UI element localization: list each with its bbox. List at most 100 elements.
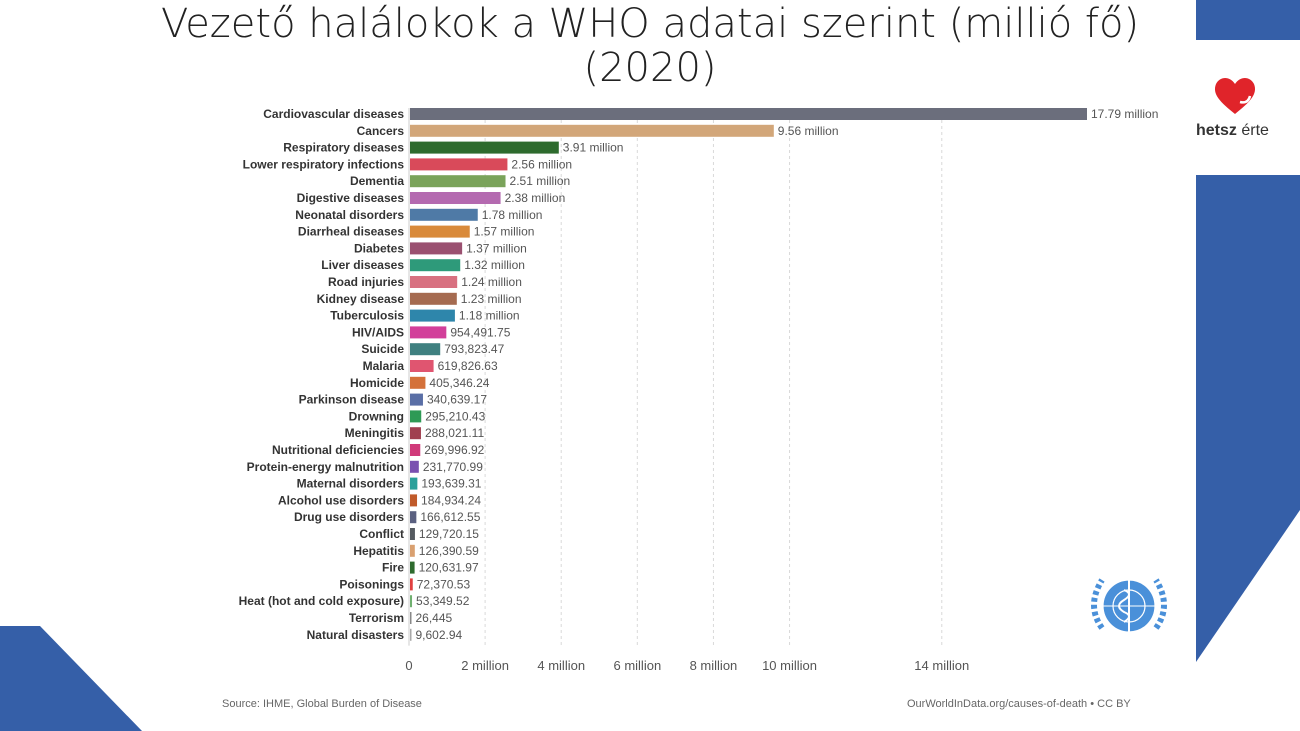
category-label: Neonatal disorders [295, 208, 404, 222]
x-tick-label: 14 million [914, 658, 969, 673]
chart-grid [408, 108, 943, 646]
x-tick-label: 2 million [461, 658, 509, 673]
bar [410, 528, 415, 540]
bar [410, 376, 426, 389]
bar [410, 343, 441, 356]
bar [410, 393, 423, 406]
bar [410, 612, 412, 624]
value-label: 126,390.59 [419, 544, 479, 558]
value-label: 405,346.24 [429, 376, 489, 390]
category-label: Digestive diseases [297, 191, 405, 205]
x-tick-label: 6 million [613, 658, 661, 673]
x-tick-label: 4 million [537, 658, 585, 673]
value-label: 72,370.53 [417, 577, 471, 591]
value-label: 2.56 million [511, 157, 572, 171]
bar [410, 326, 447, 339]
bar [410, 578, 413, 591]
category-label: Cancers [357, 124, 405, 138]
category-label: Terrorism [349, 611, 404, 625]
category-label: Fire [382, 561, 404, 575]
value-label: 193,639.31 [421, 477, 481, 491]
category-label: Suicide [361, 342, 404, 356]
category-label: Maternal disorders [297, 477, 405, 491]
bar [410, 242, 463, 255]
value-label: 9.56 million [778, 124, 839, 138]
category-label: Dementia [350, 174, 404, 188]
value-label: 17.79 million [1091, 107, 1158, 121]
bar [410, 276, 458, 288]
bar [410, 108, 1087, 120]
category-label: Conflict [359, 527, 404, 541]
bar [410, 628, 412, 641]
source-left: Source: IHME, Global Burden of Disease [222, 698, 422, 710]
value-label: 1.18 million [459, 309, 520, 323]
bar [410, 444, 421, 456]
bar [410, 225, 470, 238]
bar [410, 494, 418, 507]
category-label: Drowning [349, 409, 404, 423]
value-label: 9,602.94 [416, 628, 463, 642]
who-emblem-icon [1091, 578, 1167, 633]
value-label: 1.24 million [461, 275, 522, 289]
bar [410, 460, 419, 473]
value-label: 53,349.52 [416, 594, 470, 608]
category-label: Diarrheal diseases [298, 225, 404, 239]
value-label: 231,770.99 [423, 460, 483, 474]
value-label: 954,491.75 [450, 325, 510, 339]
category-label: Diabetes [354, 241, 404, 255]
value-label: 129,720.15 [419, 527, 479, 541]
category-label: Road injuries [328, 275, 404, 289]
category-label: Lower respiratory infections [243, 157, 405, 171]
bar [410, 595, 413, 608]
value-label: 2.51 million [510, 174, 571, 188]
value-label: 1.37 million [466, 241, 527, 255]
title-line-2: (2020) [583, 45, 717, 91]
title-line-1: Vezető halálokok a WHO adatai szerint (m… [160, 1, 1140, 47]
category-label: Respiratory diseases [283, 141, 404, 155]
value-label: 120,631.97 [419, 561, 479, 575]
value-label: 3.91 million [563, 141, 624, 155]
bottom-left-accent [0, 626, 142, 731]
category-label: Poisonings [339, 577, 404, 591]
value-label: 619,826.63 [438, 359, 498, 373]
category-label: Hepatitis [353, 544, 404, 558]
slide-title: Vezető halálokok a WHO adatai szerint (m… [60, 2, 1240, 90]
x-tick-label: 10 million [762, 658, 817, 673]
bar [410, 124, 774, 137]
value-label: 1.57 million [474, 225, 535, 239]
value-label: 1.32 million [464, 258, 525, 272]
bar [410, 141, 559, 154]
category-label: Meningitis [345, 426, 405, 440]
category-label: Malaria [363, 359, 405, 373]
category-label: Heat (hot and cold exposure) [239, 594, 404, 608]
category-label: Liver diseases [321, 258, 404, 272]
heart-logo-icon [1214, 78, 1256, 114]
value-label: 295,210.43 [425, 409, 485, 423]
category-label: Tuberculosis [330, 309, 404, 323]
bar [410, 427, 421, 440]
value-label: 26,445 [416, 611, 453, 625]
value-label: 166,612.55 [420, 510, 480, 524]
x-tick-label: 8 million [690, 658, 738, 673]
value-label: 340,639.17 [427, 393, 487, 407]
category-label: Protein-energy malnutrition [247, 460, 404, 474]
category-label: Alcohol use disorders [278, 493, 404, 507]
right-accent-shape [1196, 175, 1300, 662]
bar [410, 477, 418, 490]
value-label: 184,934.24 [421, 493, 481, 507]
bar [410, 544, 415, 557]
top-right-accent [1196, 0, 1300, 40]
x-tick-label: 0 [405, 658, 412, 673]
bar [410, 208, 478, 221]
bar [410, 192, 501, 204]
category-label: Drug use disorders [294, 510, 404, 524]
value-label: 2.38 million [505, 191, 566, 205]
category-label: Cardiovascular diseases [263, 107, 404, 121]
bar [410, 309, 455, 322]
value-label: 1.23 million [461, 292, 522, 306]
bar [410, 292, 457, 305]
category-label: Kidney disease [317, 292, 405, 306]
bar [410, 158, 508, 171]
